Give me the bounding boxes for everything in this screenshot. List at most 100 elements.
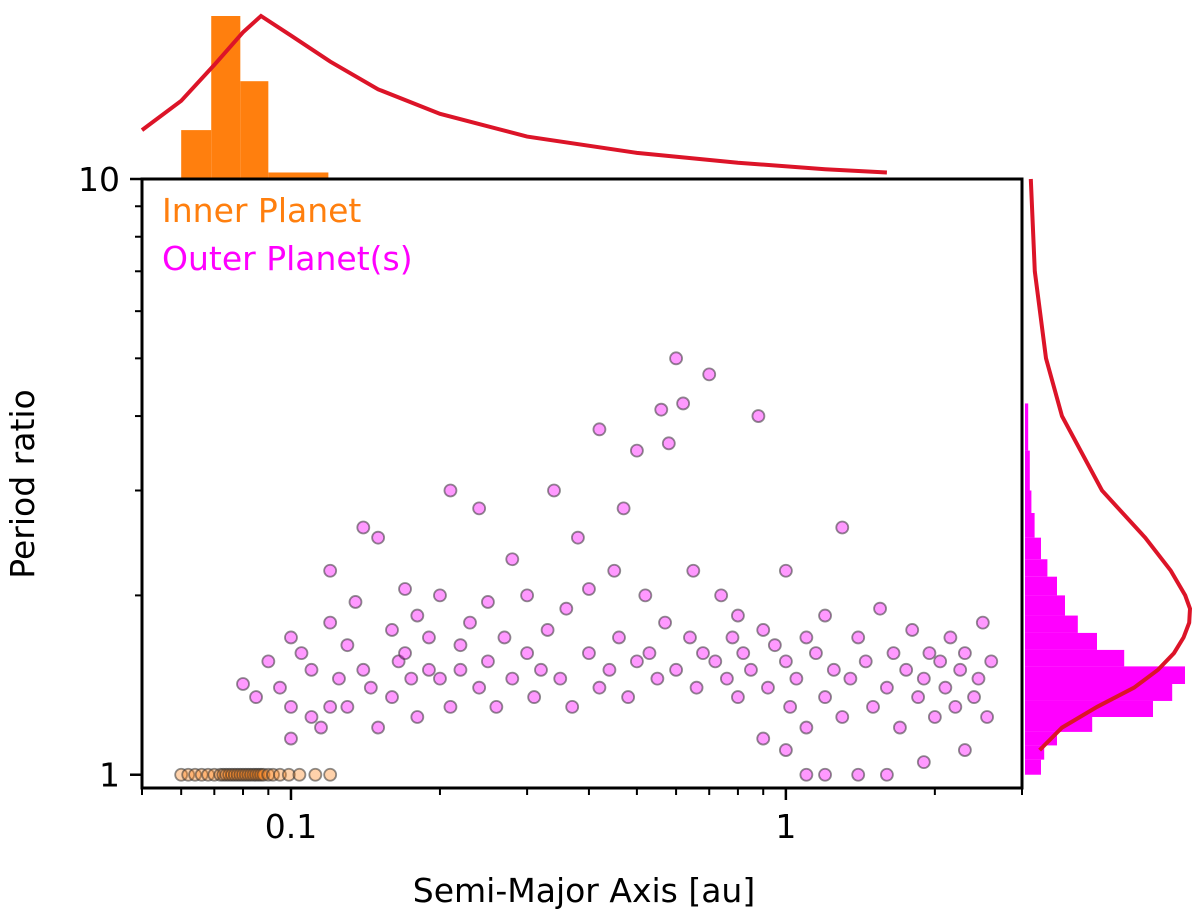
outer-planet-point — [304, 662, 319, 677]
outer-planet-point — [453, 638, 468, 653]
outer-planet-point — [371, 530, 386, 545]
top-histogram-bar — [268, 172, 329, 179]
outer-planet-point — [858, 654, 873, 669]
outer-planet-point — [818, 608, 832, 623]
outer-planet-point — [922, 646, 937, 661]
outer-planet-point — [893, 720, 907, 735]
outer-planet-point — [314, 720, 328, 735]
legend-entry-inner-planet: Inner Planet — [162, 191, 361, 230]
outer-planet-point — [778, 563, 793, 578]
outer-planet-point — [933, 654, 948, 669]
outer-planet-point — [505, 671, 520, 686]
outer-planet-point — [843, 671, 858, 686]
outer-planet-point — [809, 646, 823, 661]
right-histogram-bar — [1025, 759, 1041, 775]
outer-planet-point — [938, 680, 953, 695]
outer-planet-point — [650, 671, 665, 686]
plot-frame — [140, 177, 1024, 790]
outer-planet-point — [547, 483, 561, 498]
right-histogram-bar — [1025, 595, 1065, 616]
outer-planet-point — [916, 671, 931, 686]
outer-planet-point — [638, 588, 653, 603]
outer-planet-point — [967, 690, 981, 704]
outer-planet-point — [249, 690, 263, 704]
outer-planet-point — [571, 530, 585, 545]
outer-planet-point — [654, 402, 669, 417]
top-histogram-bar — [240, 81, 269, 179]
outer-planet-point — [385, 690, 399, 704]
outer-planet-point — [818, 767, 832, 782]
outer-planet-point — [683, 630, 697, 645]
right-histogram-bar — [1025, 513, 1035, 538]
outer-planet-point — [676, 396, 691, 411]
outer-planet-point — [356, 520, 371, 535]
outer-planet-point — [714, 588, 729, 603]
top-histogram-bar — [181, 130, 212, 179]
outer-planet-point — [629, 443, 644, 458]
outer-planet-point — [340, 699, 355, 714]
outer-planet-point — [433, 588, 447, 603]
outer-planet-point — [489, 699, 504, 714]
right-histogram-bar — [1025, 490, 1032, 514]
outer-planet-point — [984, 654, 999, 669]
outer-planet-point — [294, 646, 309, 661]
outer-planet-point — [284, 731, 298, 746]
outer-planet-point — [363, 680, 378, 695]
outer-planet-point — [443, 699, 458, 714]
outer-planet-point — [371, 720, 386, 735]
outer-planet-point — [520, 588, 535, 603]
outer-planet-point — [886, 646, 901, 661]
right-density-curve — [1028, 178, 1193, 752]
top-marginal-histogram — [140, 13, 888, 179]
outer-planet-point — [756, 623, 771, 637]
right-histogram-bar — [1025, 649, 1125, 667]
outer-planet-point — [916, 755, 931, 770]
outer-planet-point — [799, 767, 814, 782]
outer-planet-point — [851, 630, 866, 645]
legend-entry-outer-planets: Outer Planet(s) — [162, 239, 413, 278]
outer-planet-point — [540, 623, 555, 637]
right-histogram-bar — [1025, 700, 1153, 717]
outer-planet-point — [472, 680, 487, 695]
outer-planet-point — [899, 662, 914, 677]
outer-planet-point — [534, 662, 548, 677]
outer-planet-point — [783, 699, 798, 714]
outer-planet-point — [826, 662, 841, 677]
outer-planet-point — [661, 436, 676, 451]
outer-planet-point — [340, 638, 355, 653]
outer-planet-point — [433, 671, 447, 686]
outer-planet-point — [725, 630, 740, 645]
outer-planet-point — [911, 690, 925, 704]
outer-planet-point — [689, 680, 704, 695]
outer-planet-point — [553, 671, 568, 686]
outer-planet-point — [948, 699, 963, 714]
outer-planet-point — [404, 671, 419, 686]
outer-planet-point — [385, 623, 399, 637]
outer-planet-point — [866, 699, 880, 714]
outer-planet-point — [592, 422, 607, 437]
outer-planet-point — [481, 595, 495, 609]
right-histogram-bar — [1025, 632, 1097, 650]
outer-planet-point — [789, 671, 804, 686]
outer-planet-point — [332, 671, 346, 686]
outer-planet-point — [582, 646, 596, 661]
right-histogram-bar — [1025, 615, 1078, 633]
outer-planet-point — [957, 646, 972, 661]
outer-planet-point — [818, 690, 832, 704]
outer-planet-point — [905, 623, 920, 637]
outer-planet-point — [323, 699, 338, 714]
outer-planet-point — [669, 662, 683, 677]
outer-planet-point — [980, 710, 994, 724]
outer-planet-point — [642, 646, 657, 661]
outer-planet-point — [927, 710, 942, 724]
y-axis-label: Period ratio — [3, 389, 42, 578]
outer-planet-point — [348, 595, 363, 609]
outer-planet-point — [751, 409, 766, 423]
right-histogram-bar — [1025, 576, 1057, 596]
axes: 0.1 1 1 10 — [78, 160, 1023, 846]
right-histogram-bar — [1025, 559, 1048, 577]
outer-planet-point — [443, 483, 458, 498]
outer-planet-point — [744, 662, 758, 677]
outer-planet-point — [658, 615, 672, 630]
outer-planet-point — [520, 646, 535, 661]
